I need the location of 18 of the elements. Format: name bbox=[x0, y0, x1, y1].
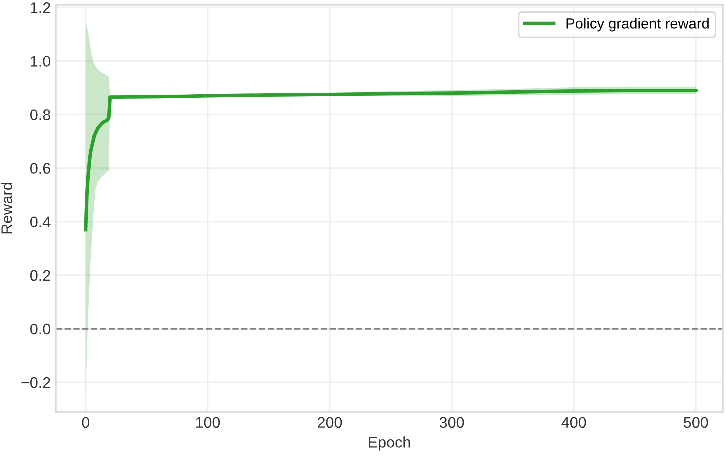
y-tick-label: 0.6 bbox=[30, 163, 50, 174]
x-tick-label: 200 bbox=[318, 417, 342, 428]
x-tick-label: 300 bbox=[440, 417, 464, 428]
y-axis-title: Reward bbox=[1, 183, 12, 234]
y-tick-label: 0.0 bbox=[30, 324, 51, 335]
y-tick-label: 0.4 bbox=[30, 216, 51, 228]
x-tick-label: 100 bbox=[196, 417, 220, 428]
y-tick-label: 1.0 bbox=[31, 56, 51, 67]
y-tick-label: 0.8 bbox=[30, 110, 50, 120]
legend-label: Policy gradient reward bbox=[566, 18, 709, 32]
x-tick-label: 400 bbox=[562, 417, 586, 428]
y-tick-label: 0.2 bbox=[30, 270, 50, 282]
x-tick-label: 0 bbox=[82, 417, 90, 428]
y-tick-label: 1.2 bbox=[31, 2, 50, 14]
line-series bbox=[84, 88, 698, 232]
y-tick-label: −0.2 bbox=[22, 377, 50, 388]
x-axis-title: Epoch bbox=[369, 436, 410, 451]
x-tick-label: 500 bbox=[684, 417, 708, 428]
